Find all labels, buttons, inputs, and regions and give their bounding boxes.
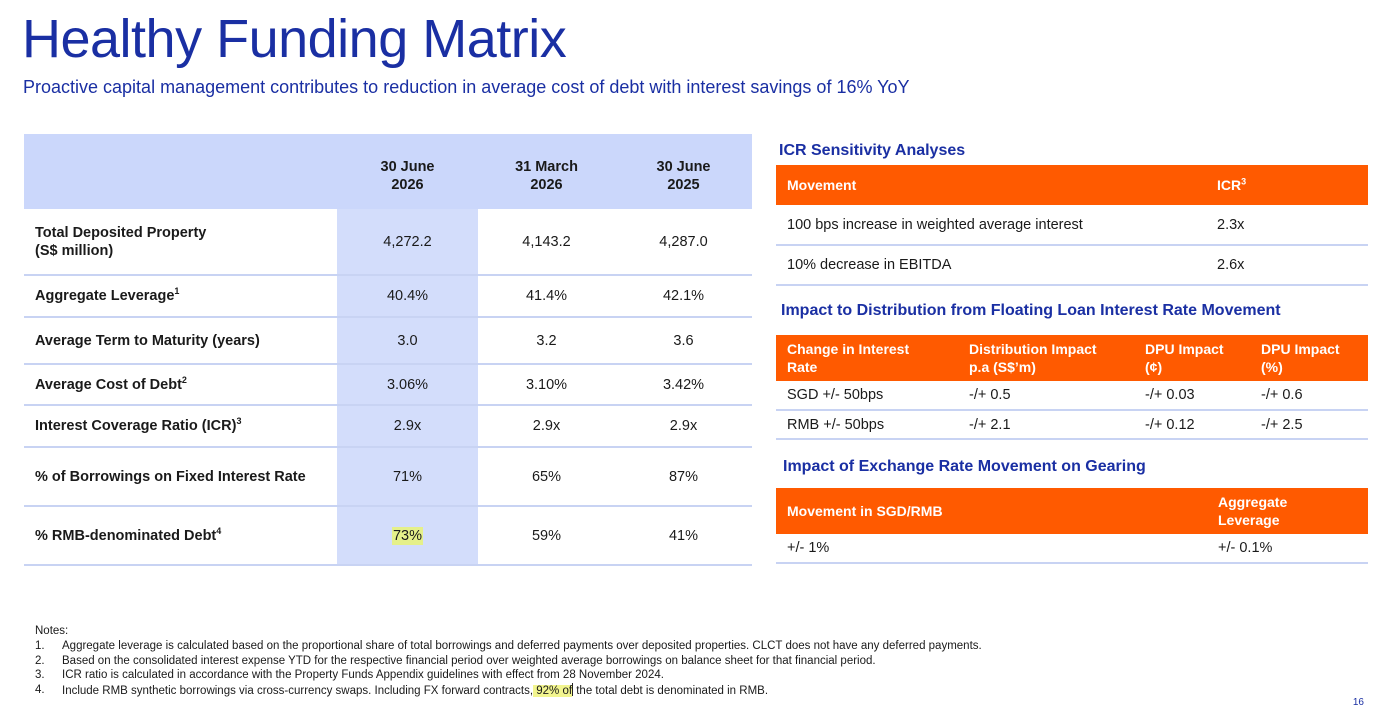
column-header: ICR3 [1217, 176, 1247, 193]
footnote-marker: 1 [174, 286, 180, 297]
footnote-marker: 2 [181, 374, 187, 385]
table-cell: 42.1% [615, 275, 752, 318]
table-row: Aggregate Leverage1 40.4% 41.4% 42.1% [24, 275, 752, 318]
highlighted-text: 92% of [533, 685, 573, 698]
table-cell: 3.10% [478, 364, 615, 406]
table-header-row: 30 June 2026 31 March 2026 30 June 2025 [24, 134, 752, 209]
table-cell: -/+ 0.12 [1134, 410, 1250, 440]
table-cell: 87% [615, 447, 752, 507]
row-label: Average Term to Maturity (years) [24, 317, 337, 365]
footnote-item: 3. ICR ratio is calculated in accordance … [35, 669, 664, 682]
distribution-impact-table: Change in Interest Rate Distribution Impa… [776, 335, 1368, 440]
table-cell: 59% [478, 506, 615, 566]
page-number: 16 [1352, 697, 1364, 708]
table-row: Average Cost of Debt2 3.06% 3.10% 3.42% [24, 364, 752, 406]
footnote-item: 2. Based on the consolidated interest exp… [35, 654, 876, 667]
table-cell: 2.6x [1206, 245, 1368, 286]
footnote-item: 4. Include RMB synthetic borrowings via c… [35, 683, 769, 698]
table-row: +/- 1% +/- 0.1% [776, 534, 1368, 564]
table-row: Average Term to Maturity (years) 3.0 3.2… [24, 317, 752, 365]
row-label: % of Borrowings on Fixed Interest Rate [24, 447, 337, 507]
notes-heading: Notes: [35, 625, 69, 637]
row-label: % RMB-denominated Debt4 [24, 506, 337, 566]
table-row: 100 bps increase in weighted average int… [776, 205, 1368, 246]
table-cell: -/+ 0.5 [958, 381, 1134, 411]
table-cell: 73% [337, 506, 478, 566]
row-label: Total Deposited Property (S$ million) [24, 209, 337, 276]
distribution-impact-title: Impact to Distribution from Floating Loa… [781, 302, 1281, 319]
footnotes: Notes: 1. Aggregate leverage is calculate… [35, 624, 982, 699]
table-header-row: Movement in SGD/RMB Aggregate Leverage [776, 488, 1368, 534]
table-cell: 3.6 [615, 317, 752, 365]
header-empty-cell [24, 134, 337, 209]
table-cell: SGD +/- 50bps [776, 381, 958, 411]
table-cell: -/+ 2.5 [1250, 410, 1368, 440]
table-cell: RMB +/- 50bps [776, 410, 958, 440]
table-cell: -/+ 0.03 [1134, 381, 1250, 411]
table-cell: 3.06% [337, 364, 478, 406]
table-row: 10% decrease in EBITDA 2.6x [776, 245, 1368, 286]
table-cell: 3.2 [478, 317, 615, 365]
table-cell: 41.4% [478, 275, 615, 318]
table-header-row: Movement ICR3 [776, 165, 1368, 205]
table-cell: 2.9x [615, 405, 752, 448]
page-title: Healthy Funding Matrix [22, 9, 567, 69]
table-row: SGD +/- 50bps -/+ 0.5 -/+ 0.03 -/+ 0.6 [776, 381, 1368, 411]
table-row: % of Borrowings on Fixed Interest Rate 7… [24, 447, 752, 507]
highlighted-value: 73% [391, 526, 424, 545]
table-cell: 100 bps increase in weighted average int… [776, 205, 1206, 246]
row-label: Average Cost of Debt2 [24, 364, 337, 406]
column-header: 31 March 2026 [515, 158, 578, 193]
row-label: Aggregate Leverage1 [24, 275, 337, 318]
table-cell: +/- 1% [776, 534, 1207, 564]
table-cell: 2.9x [337, 405, 478, 448]
column-header: 30 June 2026 [380, 158, 435, 193]
table-cell: 4,287.0 [615, 209, 752, 276]
footnote-marker: 4 [216, 525, 222, 536]
table-row: % RMB-denominated Debt4 73% 59% 41% [24, 506, 752, 566]
column-header: Aggregate Leverage [1218, 494, 1288, 528]
column-header: DPU Impact (%) [1261, 341, 1340, 375]
icr-sensitivity-table: Movement ICR3 100 bps increase in weight… [776, 165, 1368, 286]
table-cell: 2.3x [1206, 205, 1368, 246]
exchange-impact-title: Impact of Exchange Rate Movement on Gear… [783, 458, 1146, 475]
table-cell: 65% [478, 447, 615, 507]
column-header: Distribution Impact p.a (S$’m) [969, 341, 1097, 375]
table-cell: 41% [615, 506, 752, 566]
column-header: Movement in SGD/RMB [787, 503, 943, 519]
table-cell: 3.0 [337, 317, 478, 365]
table-cell: 40.4% [337, 275, 478, 318]
table-cell: 71% [337, 447, 478, 507]
page-subtitle: Proactive capital management contributes… [23, 77, 910, 97]
table-cell: +/- 0.1% [1207, 534, 1368, 564]
table-cell: 4,143.2 [478, 209, 615, 276]
exchange-impact-table: Movement in SGD/RMB Aggregate Leverage +/… [776, 488, 1368, 564]
table-row: Total Deposited Property (S$ million) 4,2… [24, 209, 752, 276]
column-header: Movement [787, 177, 857, 193]
row-label: Interest Coverage Ratio (ICR)3 [24, 405, 337, 448]
table-row: RMB +/- 50bps -/+ 2.1 -/+ 0.12 -/+ 2.5 [776, 410, 1368, 440]
icr-sensitivity-title: ICR Sensitivity Analyses [779, 142, 966, 159]
column-header: 30 June 2025 [656, 158, 711, 193]
table-row: Interest Coverage Ratio (ICR)3 2.9x 2.9x… [24, 405, 752, 448]
column-header: DPU Impact (¢) [1145, 341, 1224, 375]
funding-matrix-table: 30 June 2026 31 March 2026 30 June 2025 Tot… [24, 134, 752, 566]
column-header: Change in Interest Rate [787, 341, 910, 375]
table-cell: 4,272.2 [337, 209, 478, 276]
footnote-marker: 3 [236, 416, 242, 427]
footnote-item: 1. Aggregate leverage is calculated based… [35, 639, 982, 652]
table-cell: -/+ 2.1 [958, 410, 1134, 440]
table-cell: -/+ 0.6 [1250, 381, 1368, 411]
table-header-row: Change in Interest Rate Distribution Impa… [776, 335, 1368, 381]
text-cursor [572, 683, 574, 697]
table-cell: 3.42% [615, 364, 752, 406]
table-cell: 2.9x [478, 405, 615, 448]
table-cell: 10% decrease in EBITDA [776, 245, 1206, 286]
